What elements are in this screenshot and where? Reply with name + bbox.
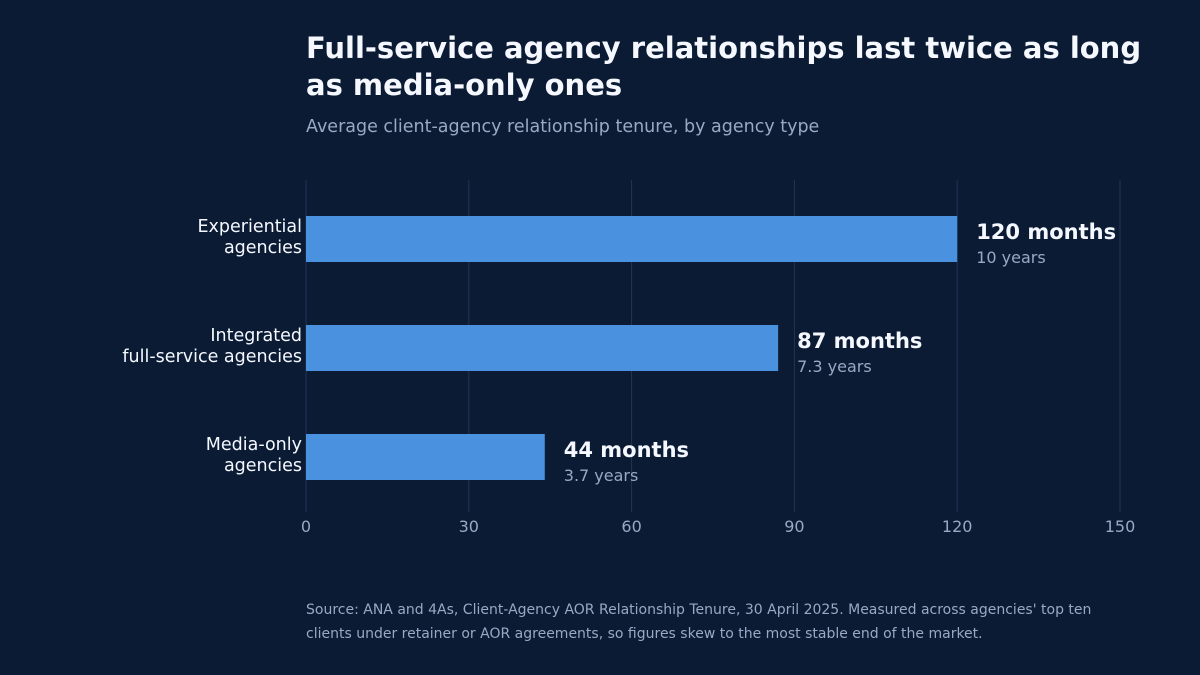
category-label-line: agencies xyxy=(224,456,302,476)
value-sublabel: 7.3 years xyxy=(797,357,872,376)
category-label-line: Experiential xyxy=(197,217,302,237)
bar xyxy=(306,434,545,480)
bar xyxy=(306,325,779,371)
category-label-line: full-service agencies xyxy=(122,347,302,367)
category-label-line: Integrated xyxy=(210,326,302,346)
bars xyxy=(306,216,958,480)
category-label: Experiential agencies xyxy=(197,217,302,258)
chart-subtitle: Average client-agency relationship tenur… xyxy=(306,117,820,137)
x-tick-label: 150 xyxy=(1105,517,1136,536)
value-label: 120 months xyxy=(976,220,1116,244)
category-label-line: Media-only xyxy=(206,435,302,455)
value-sublabel: 3.7 years xyxy=(564,466,639,485)
bar xyxy=(306,216,958,262)
value-labels: 120 months 10 years 87 months 7.3 years 44 m… xyxy=(564,220,1116,485)
source-note: Source: ANA and 4As, Client-Agency AOR R… xyxy=(306,602,1092,642)
x-tick-label: 30 xyxy=(459,517,479,536)
value-sublabel: 10 years xyxy=(976,248,1045,267)
value-label: 44 months xyxy=(564,438,689,462)
x-tick-label: 0 xyxy=(301,517,311,536)
category-label-line: agencies xyxy=(224,238,302,258)
x-tick-label: 60 xyxy=(621,517,641,536)
chart-title: Full-service agency relationships last t… xyxy=(306,31,1142,102)
category-label: Integrated full-service agencies xyxy=(122,326,302,367)
x-axis-ticks: 0 30 60 90 120 150 xyxy=(301,517,1135,536)
x-tick-label: 120 xyxy=(942,517,973,536)
x-tick-label: 90 xyxy=(784,517,804,536)
category-label: Media-only agencies xyxy=(206,435,302,476)
value-label: 87 months xyxy=(797,329,922,353)
